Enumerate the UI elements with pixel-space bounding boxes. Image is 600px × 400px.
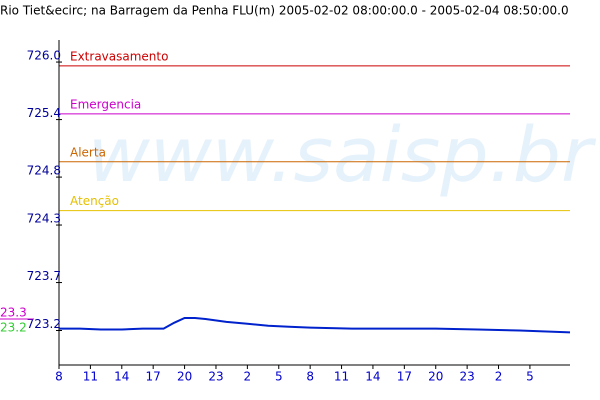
y-tick-label: 725.4 <box>27 106 61 120</box>
y-tick-label: 726.0 <box>27 49 61 63</box>
x-tick-label: 11 <box>334 370 349 384</box>
side-label: 23.3 <box>0 306 27 320</box>
threshold-label: Atenção <box>70 194 119 208</box>
x-tick-label: 8 <box>306 370 314 384</box>
chart-title: Rio Tiet&ecirc; na Barragem da Penha FLU… <box>0 4 569 18</box>
x-tick-label: 23 <box>459 370 474 384</box>
x-tick-label: 14 <box>114 370 129 384</box>
x-tick-label: 17 <box>397 370 412 384</box>
side-label: 23.2 <box>0 321 27 335</box>
watermark: www.saisp.br <box>88 110 597 199</box>
data-line <box>59 317 571 334</box>
x-tick-label: 23 <box>208 370 223 384</box>
y-tick-label: 723.7 <box>27 269 61 283</box>
y-tick-label: 724.8 <box>27 164 61 178</box>
x-tick-label: 17 <box>146 370 161 384</box>
x-tick-label: 8 <box>55 370 63 384</box>
y-tick-label: 724.3 <box>27 212 61 226</box>
x-tick-label: 5 <box>526 370 534 384</box>
x-tick-label: 20 <box>177 370 192 384</box>
x-tick-label: 14 <box>365 370 380 384</box>
threshold-label: Alerta <box>70 145 106 159</box>
x-tick-label: 11 <box>83 370 98 384</box>
threshold-label: Extravasamento <box>70 49 168 63</box>
x-tick-label: 2 <box>495 370 503 384</box>
y-tick-label: 723.2 <box>27 317 61 331</box>
threshold-label: Emergencia <box>70 97 141 111</box>
x-tick-label: 5 <box>275 370 283 384</box>
x-tick-label: 20 <box>428 370 443 384</box>
x-tick-label: 2 <box>244 370 252 384</box>
